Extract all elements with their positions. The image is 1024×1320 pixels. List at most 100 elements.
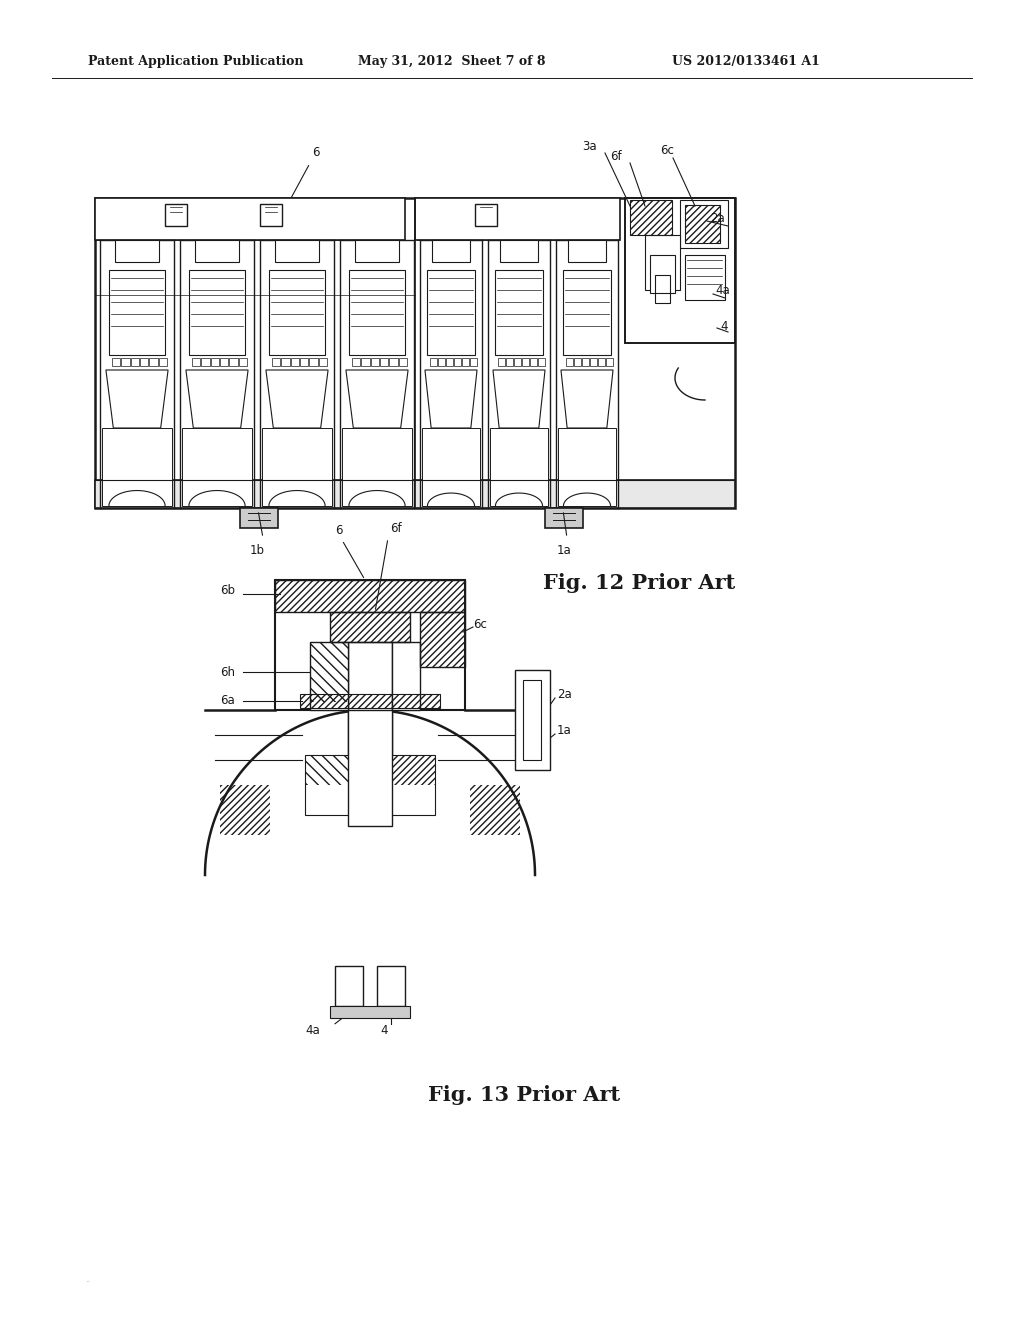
Bar — [274, 240, 319, 261]
Bar — [335, 966, 362, 1006]
Bar — [566, 358, 573, 366]
Bar — [415, 198, 620, 240]
Bar — [438, 358, 445, 366]
Text: 4a: 4a — [305, 1024, 319, 1038]
Bar — [348, 642, 392, 809]
Bar — [239, 358, 247, 366]
Text: Fig. 12 Prior Art: Fig. 12 Prior Art — [543, 573, 735, 593]
Text: 6: 6 — [335, 524, 342, 536]
Text: 6c: 6c — [660, 144, 674, 157]
Text: 6f: 6f — [390, 521, 401, 535]
Text: 6b: 6b — [220, 583, 234, 597]
Text: US 2012/0133461 A1: US 2012/0133461 A1 — [672, 55, 820, 69]
Bar — [427, 271, 474, 355]
Bar — [490, 428, 548, 506]
Bar — [380, 755, 435, 785]
Bar — [354, 240, 399, 261]
Bar — [131, 358, 139, 366]
Bar — [389, 358, 397, 366]
Bar — [165, 205, 187, 226]
Bar — [380, 755, 435, 814]
Bar — [275, 579, 465, 612]
Bar — [150, 358, 158, 366]
Bar — [300, 694, 440, 708]
Text: 4: 4 — [380, 1024, 387, 1038]
Bar — [300, 694, 440, 708]
Bar — [470, 358, 476, 366]
Bar — [95, 198, 735, 508]
Bar — [420, 612, 465, 667]
Text: 6h: 6h — [220, 665, 234, 678]
Polygon shape — [561, 370, 613, 428]
Bar — [625, 198, 735, 343]
Bar — [630, 201, 672, 235]
Bar — [195, 240, 240, 261]
Bar — [514, 358, 521, 366]
Bar — [121, 358, 130, 366]
Bar — [348, 710, 392, 825]
Bar — [310, 642, 348, 702]
Bar — [545, 508, 583, 528]
Bar — [240, 508, 278, 528]
Bar — [220, 785, 270, 836]
Bar — [349, 271, 406, 355]
Bar — [159, 358, 167, 366]
Polygon shape — [425, 370, 477, 428]
Bar — [558, 428, 616, 506]
Bar — [515, 671, 550, 770]
Bar — [380, 755, 435, 785]
Text: 1a: 1a — [557, 544, 571, 557]
Text: 4: 4 — [720, 319, 727, 333]
Bar — [305, 755, 360, 785]
Bar — [583, 358, 589, 366]
Bar — [330, 1006, 410, 1018]
Bar — [182, 428, 252, 506]
Bar — [645, 235, 680, 290]
Text: 3a: 3a — [582, 140, 597, 153]
Text: Patent Application Publication: Patent Application Publication — [88, 55, 303, 69]
Bar — [330, 612, 410, 642]
Bar — [95, 198, 406, 240]
Bar — [501, 240, 538, 261]
Bar — [685, 205, 720, 243]
Bar — [330, 612, 410, 642]
Bar — [310, 642, 348, 702]
Bar — [522, 358, 528, 366]
Bar — [420, 612, 465, 667]
Bar — [655, 275, 670, 304]
Bar — [272, 358, 281, 366]
Bar — [140, 358, 148, 366]
Bar — [305, 755, 360, 785]
Bar — [422, 428, 480, 506]
Text: 6f: 6f — [610, 149, 622, 162]
Bar — [361, 358, 370, 366]
Bar — [260, 205, 282, 226]
Bar — [680, 201, 728, 248]
Bar — [538, 358, 545, 366]
Text: 6c: 6c — [473, 618, 486, 631]
Text: 4a: 4a — [715, 285, 730, 297]
Bar — [371, 358, 379, 366]
Polygon shape — [105, 370, 168, 428]
Polygon shape — [346, 370, 409, 428]
Bar — [275, 579, 465, 612]
Bar — [499, 358, 505, 366]
Bar — [392, 642, 420, 710]
Bar — [430, 358, 437, 366]
Bar — [606, 358, 612, 366]
Bar — [112, 358, 120, 366]
Bar — [462, 358, 469, 366]
Bar — [506, 358, 513, 366]
Bar — [310, 642, 348, 710]
Text: Fig. 13 Prior Art: Fig. 13 Prior Art — [428, 1085, 620, 1105]
Bar — [102, 428, 172, 506]
Text: 1a: 1a — [557, 723, 571, 737]
Text: May 31, 2012  Sheet 7 of 8: May 31, 2012 Sheet 7 of 8 — [358, 55, 546, 69]
Bar — [446, 358, 453, 366]
Text: ..: .. — [85, 1275, 90, 1284]
Bar — [352, 358, 360, 366]
Bar — [211, 358, 219, 366]
Bar — [496, 271, 543, 355]
Bar — [523, 680, 541, 760]
Bar — [291, 358, 299, 366]
